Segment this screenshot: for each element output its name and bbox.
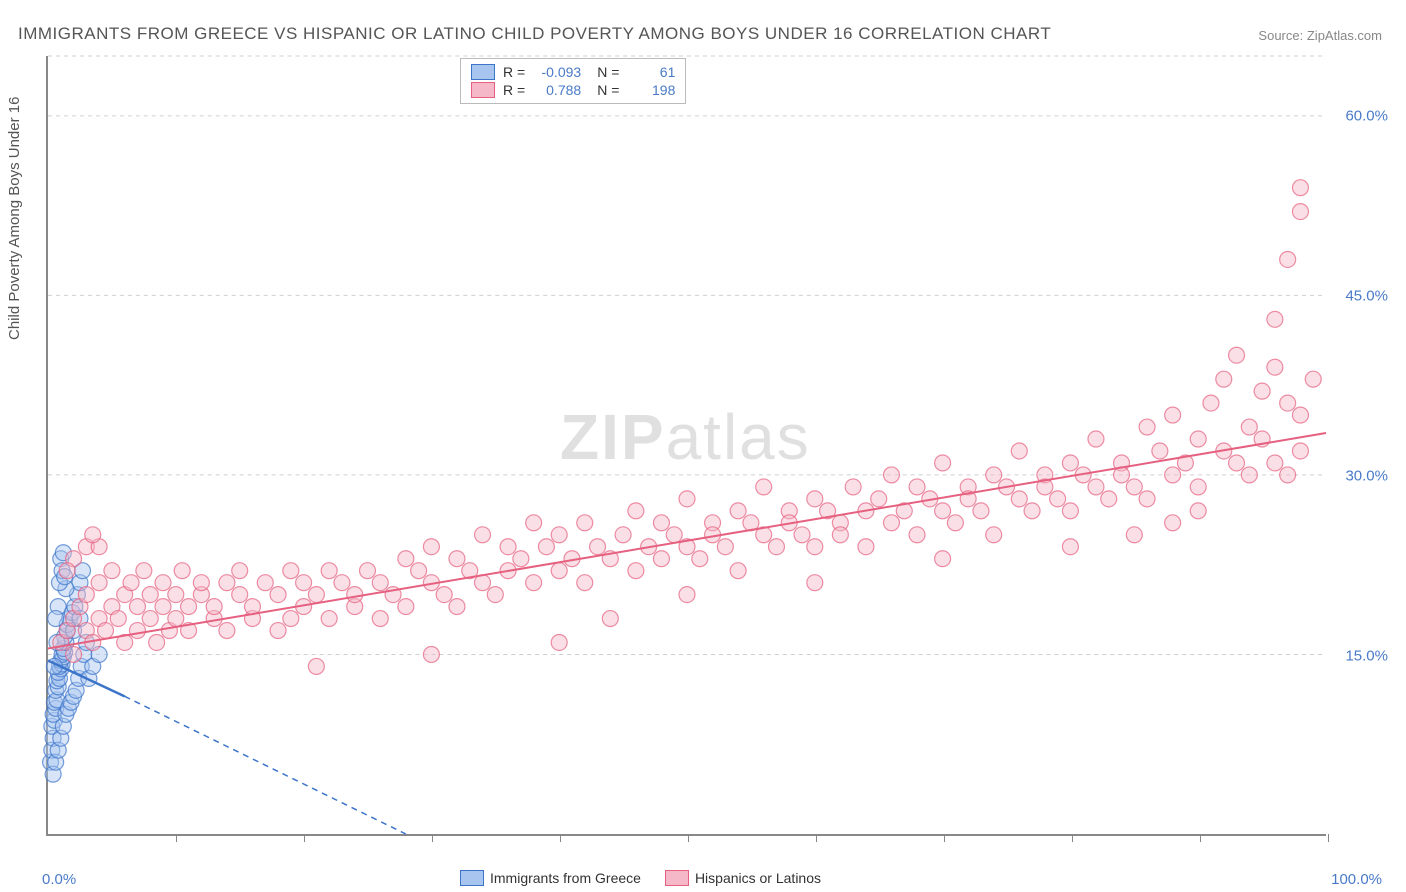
x-tick xyxy=(560,834,561,842)
x-axis-min-label: 0.0% xyxy=(42,871,76,888)
x-tick xyxy=(1328,834,1329,842)
r-label: R = xyxy=(503,64,525,80)
source-label: Source: xyxy=(1258,28,1303,43)
x-tick xyxy=(1200,834,1201,842)
legend-item-hispanic: Hispanics or Latinos xyxy=(665,870,821,886)
y-axis-label: Child Poverty Among Boys Under 16 xyxy=(6,97,23,340)
x-tick xyxy=(176,834,177,842)
plot-area xyxy=(46,56,1326,836)
chart-svg xyxy=(48,56,1326,834)
y-tick-label: 60.0% xyxy=(1345,108,1388,125)
source-attribution: Source: ZipAtlas.com xyxy=(1258,28,1382,43)
x-tick xyxy=(688,834,689,842)
y-tick-label: 30.0% xyxy=(1345,468,1388,485)
swatch-hispanic-icon xyxy=(665,870,689,886)
x-tick xyxy=(304,834,305,842)
x-tick xyxy=(432,834,433,842)
y-tick-label: 15.0% xyxy=(1345,648,1388,665)
r-value-hispanic: 0.788 xyxy=(533,82,581,98)
legend-label-hispanic: Hispanics or Latinos xyxy=(695,870,821,886)
x-tick xyxy=(1072,834,1073,842)
swatch-hispanic xyxy=(471,82,495,98)
n-label: N = xyxy=(597,64,619,80)
legend-item-greece: Immigrants from Greece xyxy=(460,870,641,886)
r-value-greece: -0.093 xyxy=(533,64,581,80)
swatch-greece-icon xyxy=(460,870,484,886)
y-tick-label: 45.0% xyxy=(1345,288,1388,305)
legend-row-greece: R = -0.093 N = 61 xyxy=(471,63,675,81)
r-label: R = xyxy=(503,82,525,98)
legend-row-hispanic: R = 0.788 N = 198 xyxy=(471,81,675,99)
n-value-greece: 61 xyxy=(627,64,675,80)
legend-correlation-box: R = -0.093 N = 61 R = 0.788 N = 198 xyxy=(460,58,686,104)
n-value-hispanic: 198 xyxy=(627,82,675,98)
swatch-greece xyxy=(471,64,495,80)
legend-label-greece: Immigrants from Greece xyxy=(490,870,641,886)
x-tick xyxy=(816,834,817,842)
x-axis-max-label: 100.0% xyxy=(1331,871,1382,888)
legend-series: Immigrants from Greece Hispanics or Lati… xyxy=(460,870,821,886)
n-label: N = xyxy=(597,82,619,98)
x-tick xyxy=(944,834,945,842)
source-name: ZipAtlas.com xyxy=(1307,28,1382,43)
chart-title: IMMIGRANTS FROM GREECE VS HISPANIC OR LA… xyxy=(18,24,1051,44)
